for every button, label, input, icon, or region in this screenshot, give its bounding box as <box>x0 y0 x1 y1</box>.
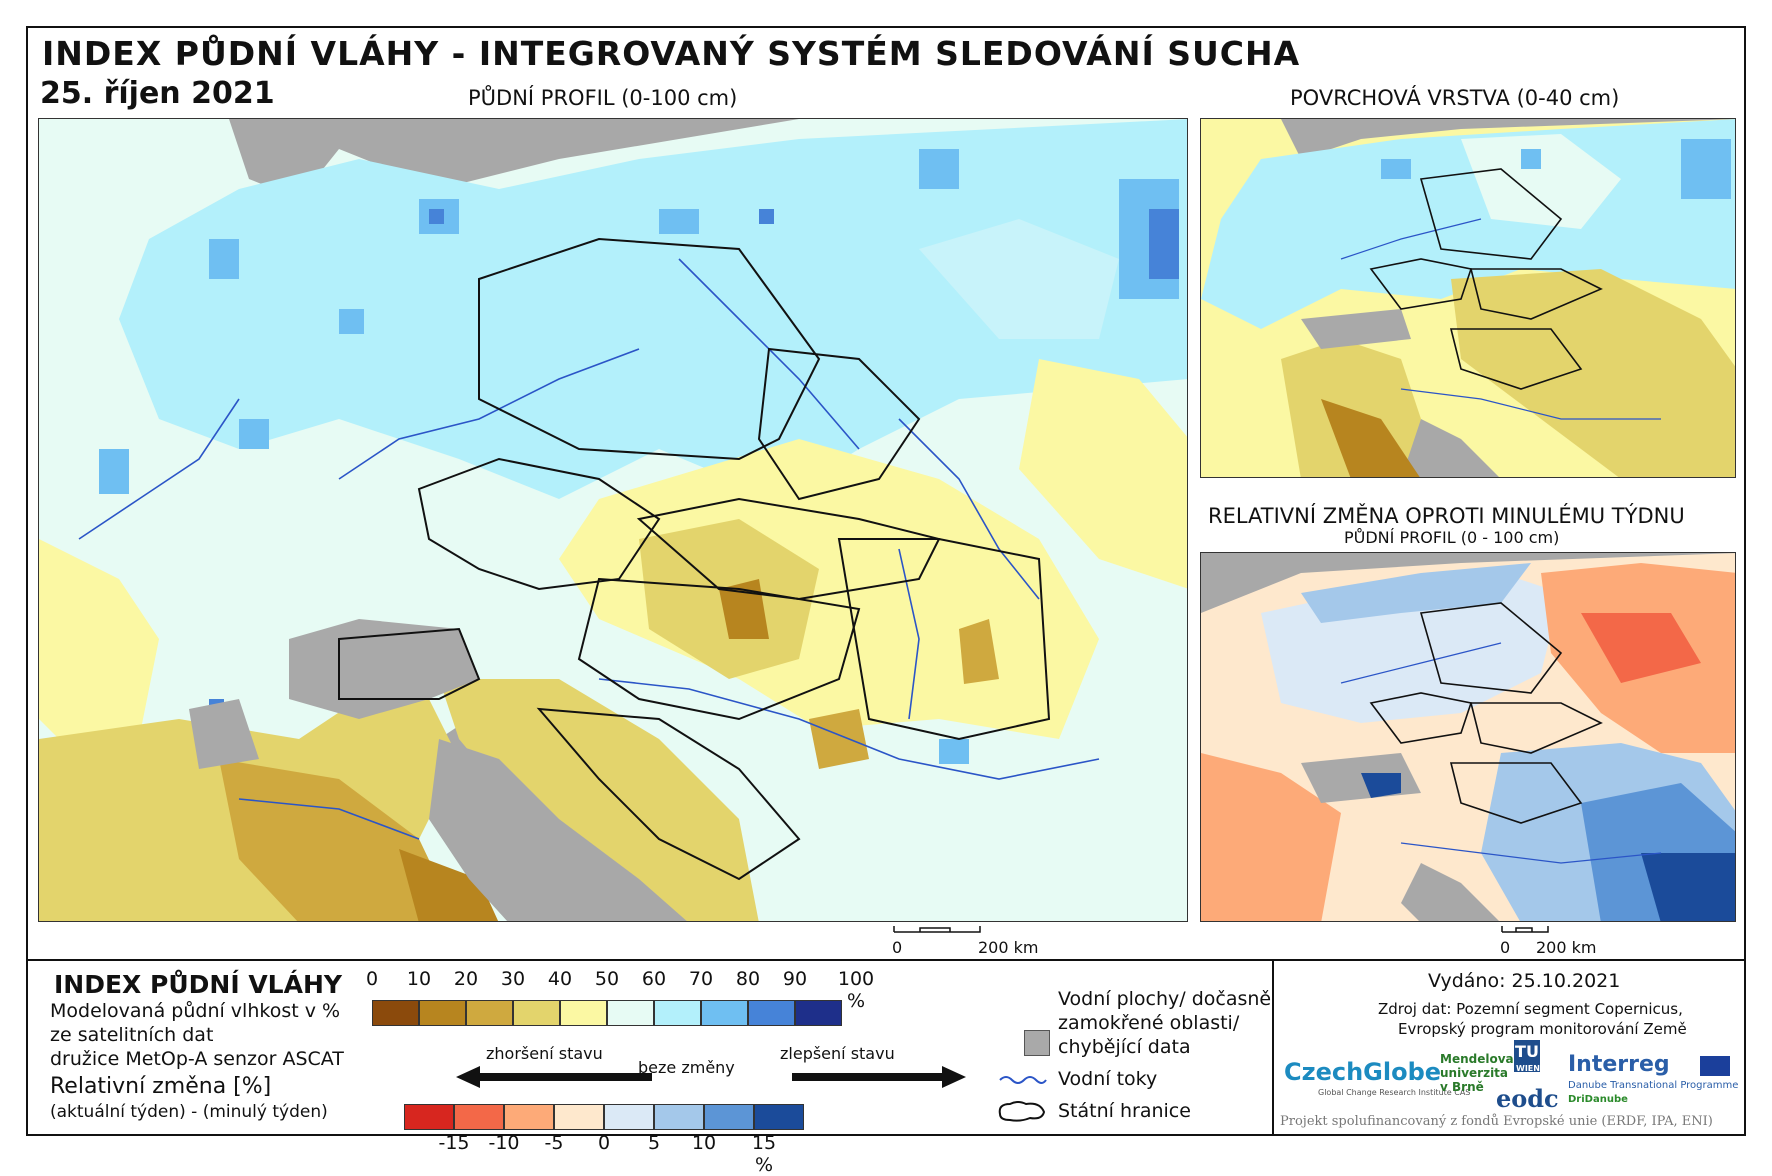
index-tick: 70 <box>688 968 714 990</box>
surface-map-subtitle: POVRCHOVÁ VRSTVA (0-40 cm) <box>1290 86 1620 110</box>
eodc-logo: eodc <box>1496 1084 1559 1113</box>
index-swatch <box>795 1000 842 1026</box>
legend-heading: INDEX PŮDNÍ VLÁHY <box>54 970 342 999</box>
missing-data-swatch <box>1024 1030 1050 1056</box>
index-swatch <box>607 1000 654 1026</box>
change-tick: 5 <box>647 1132 661 1154</box>
arrow-worse-label: zhoršení stavu <box>486 1044 603 1063</box>
change-tick: 10 <box>691 1132 717 1154</box>
key-rivers: Vodní toky <box>1058 1068 1158 1090</box>
legend-desc-line2: ze satelitních dat <box>50 1024 214 1046</box>
river-icon <box>999 1076 1047 1084</box>
main-map-subtitle: PŮDNÍ PROFIL (0-100 cm) <box>468 86 738 110</box>
interreg-sub: Danube Transnational Programme <box>1568 1080 1739 1091</box>
index-tick: 20 <box>453 968 479 990</box>
index-tick: 40 <box>547 968 573 990</box>
relative-scale-zero: 0 <box>1500 938 1511 957</box>
tu-wien-logo: TU <box>1514 1040 1540 1072</box>
change-tick: -5 <box>544 1132 564 1154</box>
change-swatch <box>604 1104 654 1130</box>
index-tick: 50 <box>594 968 620 990</box>
mendel-logo-line1: Mendelova <box>1440 1052 1514 1066</box>
arrow-better-label: zlepšení stavu <box>780 1044 895 1063</box>
arrow-none-label: beze změny <box>638 1058 735 1077</box>
index-tick: 10 <box>406 968 432 990</box>
eu-flag-icon <box>1700 1056 1730 1076</box>
relative-map-subtitle: PŮDNÍ PROFIL (0 - 100 cm) <box>1344 528 1560 547</box>
key-water-line3: chybějící data <box>1058 1036 1191 1058</box>
main-soil-moisture-map <box>38 118 1188 922</box>
issued-date: Vydáno: 25.10.2021 <box>1428 970 1621 992</box>
mendel-logo-line3: v Brně <box>1440 1080 1484 1094</box>
figure-frame: INDEX PŮDNÍ VLÁHY - INTEGROVANÝ SYSTÉM S… <box>26 26 1746 1176</box>
tu-wien-sub: WIEN <box>1516 1064 1540 1073</box>
dridanube-logo: DriDanube <box>1568 1094 1628 1105</box>
legend-divider <box>28 959 1744 961</box>
surface-layer-map <box>1200 118 1736 478</box>
index-tick: 80 <box>735 968 761 990</box>
issue-date: 25. říjen 2021 <box>40 76 275 111</box>
index-tick: 90 <box>782 968 808 990</box>
change-swatch <box>454 1104 504 1130</box>
change-tick: -10 <box>488 1132 520 1154</box>
interreg-logo: Interreg <box>1568 1052 1670 1077</box>
change-tick: 0 <box>597 1132 611 1154</box>
legend-relative-heading: Relativní změna [%] <box>50 1074 272 1099</box>
change-tick: -15 <box>438 1132 470 1154</box>
index-swatch <box>466 1000 513 1026</box>
key-water-line1: Vodní plochy/ dočasně <box>1058 988 1272 1010</box>
legend-desc-line1: Modelovaná půdní vlhkost v % <box>50 1000 341 1022</box>
index-swatch <box>654 1000 701 1026</box>
czechglobe-sub: Global Change Research Institute CAS <box>1318 1088 1471 1097</box>
change-swatch <box>404 1104 454 1130</box>
legend-vertical-divider <box>1272 959 1274 1136</box>
relative-scale-bar <box>1498 924 1558 944</box>
funding-note: Projekt spolufinancovaný z fondů Evropsk… <box>1280 1114 1713 1129</box>
index-tick: 0 <box>365 968 379 990</box>
index-tick: 60 <box>641 968 667 990</box>
main-scale-bar <box>890 924 990 944</box>
main-scale-label: 200 km <box>978 938 1039 957</box>
index-swatch <box>513 1000 560 1026</box>
index-swatch <box>419 1000 466 1026</box>
main-scale-zero: 0 <box>892 938 903 957</box>
index-swatch <box>560 1000 607 1026</box>
index-tick: 100 % <box>837 968 875 1012</box>
source-line1: Zdroj dat: Pozemní segment Copernicus, <box>1378 1000 1683 1018</box>
index-tick: 30 <box>500 968 526 990</box>
key-water-line2: zamokřené oblasti/ <box>1058 1012 1240 1034</box>
relative-change-map <box>1200 552 1736 922</box>
change-tick: 15 % <box>751 1132 777 1176</box>
change-swatch <box>554 1104 604 1130</box>
change-arrow <box>456 1066 966 1088</box>
page-title: INDEX PŮDNÍ VLÁHY - INTEGROVANÝ SYSTÉM S… <box>42 34 1301 73</box>
relative-map-title: RELATIVNÍ ZMĚNA OPROTI MINULÉMU TÝDNU <box>1208 504 1685 528</box>
key-borders: Státní hranice <box>1058 1100 1191 1122</box>
relative-scale-label: 200 km <box>1536 938 1597 957</box>
index-swatch <box>748 1000 795 1026</box>
mendel-logo-line2: univerzita <box>1440 1066 1509 1080</box>
border-icon <box>998 1101 1046 1122</box>
index-swatch <box>372 1000 419 1026</box>
change-swatch <box>754 1104 804 1130</box>
legend-relative-sub: (aktuální týden) - (minulý týden) <box>50 1102 328 1122</box>
change-swatch <box>504 1104 554 1130</box>
source-line2: Evropský program monitorování Země <box>1398 1020 1687 1038</box>
change-swatch <box>704 1104 754 1130</box>
change-swatch <box>654 1104 704 1130</box>
index-swatch <box>701 1000 748 1026</box>
czechglobe-logo: CzechGlobe <box>1284 1058 1442 1086</box>
legend-desc-line3: družice MetOp-A senzor ASCAT <box>50 1048 344 1070</box>
